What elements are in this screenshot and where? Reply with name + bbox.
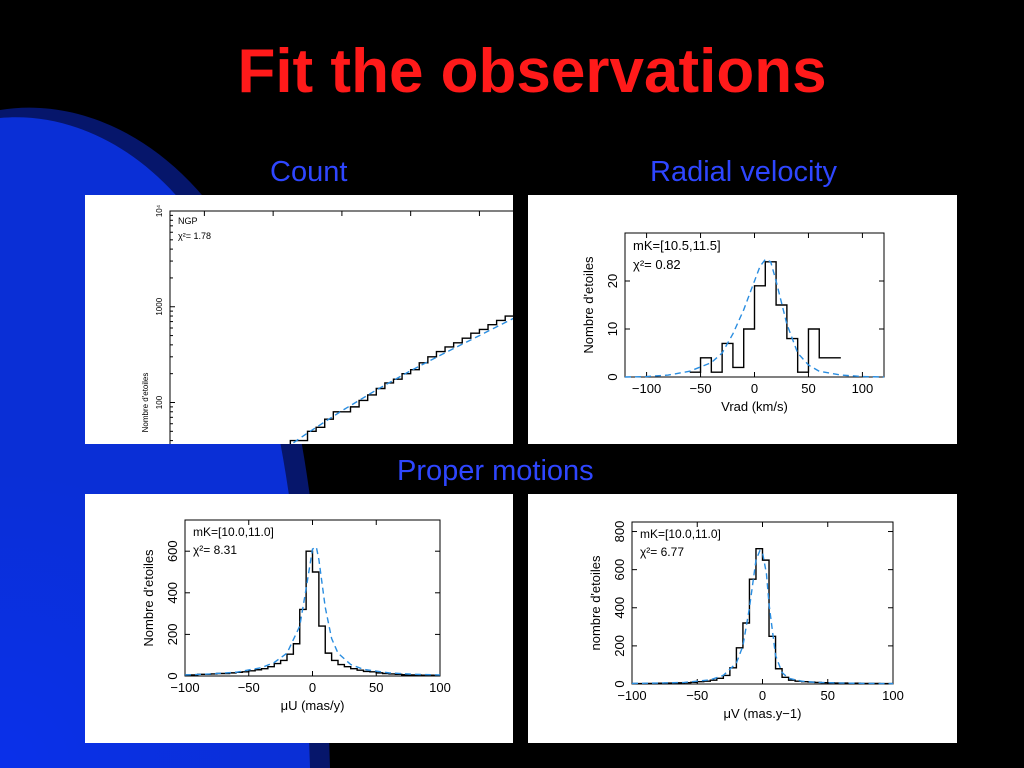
x-axis-label: μU (mas/y) xyxy=(281,698,345,713)
y-tick-label: 800 xyxy=(612,521,627,543)
section-label-radial-velocity: Radial velocity xyxy=(650,156,837,188)
y-tick-label: 400 xyxy=(612,597,627,619)
x-tick-label: −100 xyxy=(617,688,646,703)
chart-proper_motion_v: −100 −50 0 50 100 0 200 400 600 800 μV (mas.y−1) no… xyxy=(588,521,904,721)
annotation-label: χ²= 0.82 xyxy=(633,257,681,272)
x-tick-label: 0 xyxy=(759,688,766,703)
annotation-label: NGP xyxy=(178,216,198,226)
histogram-series xyxy=(689,261,841,373)
y-tick-label: 600 xyxy=(165,540,180,562)
y-tick-label: 100 xyxy=(155,395,164,409)
y-tick-label: 600 xyxy=(612,559,627,581)
x-tick-label: 50 xyxy=(801,381,815,396)
x-tick-label: 100 xyxy=(429,680,451,695)
panel-proper-motion-v: −100 −50 0 50 100 0 200 400 600 800 μV (mas.y−1) no… xyxy=(528,494,957,743)
x-tick-label: 0 xyxy=(751,381,758,396)
x-tick-label: −50 xyxy=(690,381,712,396)
x-tick-label: 100 xyxy=(852,381,874,396)
model-dashed-series xyxy=(290,317,513,444)
chart-count: 68101214110100100010⁴mKNombre d'etoilesN… xyxy=(141,204,513,444)
y-tick-label: 0 xyxy=(605,373,620,380)
x-tick-label: −100 xyxy=(170,680,199,695)
y-axis-label: Nombre d'etoiles xyxy=(581,256,596,354)
plot-frame xyxy=(169,210,513,444)
y-tick-label: 20 xyxy=(605,274,620,288)
section-label-proper-motions: Proper motions xyxy=(397,455,594,487)
chart-radial_velocity: −100 −50 0 50 100 0 10 20 Vrad (km/s) Nombre d'et… xyxy=(581,232,885,414)
annotation-label: χ²= 6.77 xyxy=(640,545,684,559)
panel-count: 68101214110100100010⁴mKNombre d'etoilesN… xyxy=(85,195,513,444)
panel-radial-velocity: −100 −50 0 50 100 0 10 20 Vrad (km/s) Nombre d'et… xyxy=(528,195,957,444)
y-axis-label: Nombre d'etoiles xyxy=(141,373,150,433)
slide-title: Fit the observations xyxy=(237,37,827,106)
chart-proper_motion_u: −100 −50 0 50 100 0 200 400 600 μU (mas/y) Nombre … xyxy=(141,519,451,713)
y-axis-label: nombre d'etoiles xyxy=(588,555,603,650)
x-tick-label: 0 xyxy=(309,680,316,695)
histogram-series xyxy=(632,547,893,685)
annotation-label: χ²= 1.78 xyxy=(178,231,211,241)
y-axis-label: Nombre d'etoiles xyxy=(141,549,156,647)
x-tick-label: −100 xyxy=(632,381,661,396)
x-tick-label: 50 xyxy=(369,680,383,695)
panel-proper-motion-u: −100 −50 0 50 100 0 200 400 600 μU (mas/y) Nombre … xyxy=(85,494,513,743)
section-label-count: Count xyxy=(270,156,348,188)
y-tick-label: 200 xyxy=(165,624,180,646)
x-axis-label: μV (mas.y−1) xyxy=(724,706,802,721)
x-tick-label: −50 xyxy=(686,688,708,703)
y-tick-label: 0 xyxy=(165,672,180,679)
annotation-label: mK=[10.0,11.0] xyxy=(193,525,274,539)
annotation-label: mK=[10.0,11.0] xyxy=(640,527,721,541)
model-dashed-series xyxy=(631,549,894,685)
y-tick-label: 1000 xyxy=(155,297,164,315)
model-dashed-series xyxy=(624,258,885,378)
y-tick-label: 0 xyxy=(612,680,627,687)
y-tick-label: 200 xyxy=(612,635,627,657)
histogram-series xyxy=(289,315,513,444)
annotation-label: χ²= 8.31 xyxy=(193,543,237,557)
histogram-series xyxy=(185,550,440,677)
annotation-label: mK=[10.5,11.5] xyxy=(633,238,721,253)
y-tick-label: 400 xyxy=(165,582,180,604)
x-tick-label: 50 xyxy=(821,688,835,703)
x-axis-label: Vrad (km/s) xyxy=(721,399,788,414)
y-tick-label: 10⁴ xyxy=(155,204,164,217)
x-tick-label: −50 xyxy=(238,680,260,695)
x-tick-label: 100 xyxy=(882,688,904,703)
y-tick-label: 10 xyxy=(605,322,620,336)
